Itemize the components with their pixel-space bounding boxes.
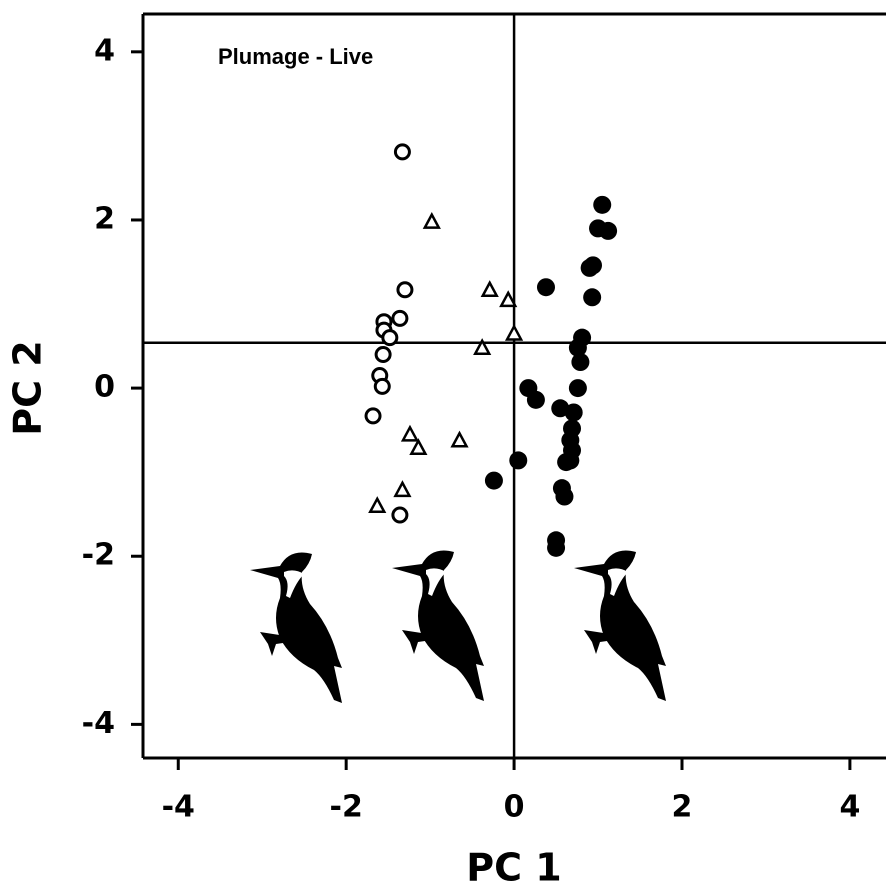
point (568, 338, 587, 357)
y-tick-label: -4 (82, 706, 115, 741)
point (450, 430, 469, 448)
point (373, 377, 391, 395)
point (374, 345, 392, 363)
point (381, 329, 399, 347)
point (422, 212, 441, 229)
x-tick-label: 0 (504, 790, 525, 825)
x-tick-label: 2 (672, 790, 693, 825)
point (599, 221, 618, 240)
point (536, 278, 555, 297)
y-tick-label: 2 (94, 201, 115, 236)
annotation: Plumage - Live (218, 44, 373, 69)
point (396, 281, 414, 299)
point (580, 258, 599, 277)
point (368, 496, 387, 514)
x-axis-label: PC 1 (466, 846, 561, 890)
point (393, 480, 412, 498)
point (409, 438, 428, 456)
y-tick-label: -2 (82, 538, 115, 573)
point (571, 353, 590, 372)
x-tick-label: -4 (162, 790, 195, 825)
x-tick-label: 4 (839, 790, 860, 825)
point (473, 338, 492, 355)
point (393, 143, 411, 161)
point (391, 506, 409, 524)
point (555, 487, 574, 506)
point (499, 290, 518, 308)
x-tick-label: -2 (330, 790, 363, 825)
point (484, 471, 503, 490)
point (593, 195, 612, 214)
point (400, 424, 420, 442)
point (583, 288, 602, 307)
point (568, 379, 587, 398)
y-tick-label: 0 (94, 370, 115, 405)
point (509, 451, 528, 470)
point (564, 403, 583, 422)
point (526, 390, 545, 409)
bird-icons (250, 550, 666, 703)
point (364, 407, 382, 425)
point (557, 453, 576, 472)
y-tick-label: 4 (94, 33, 115, 68)
point (480, 280, 499, 297)
point (391, 309, 409, 327)
point (547, 538, 566, 557)
y-axis-label: PC 2 (6, 340, 50, 435)
point (504, 323, 524, 341)
